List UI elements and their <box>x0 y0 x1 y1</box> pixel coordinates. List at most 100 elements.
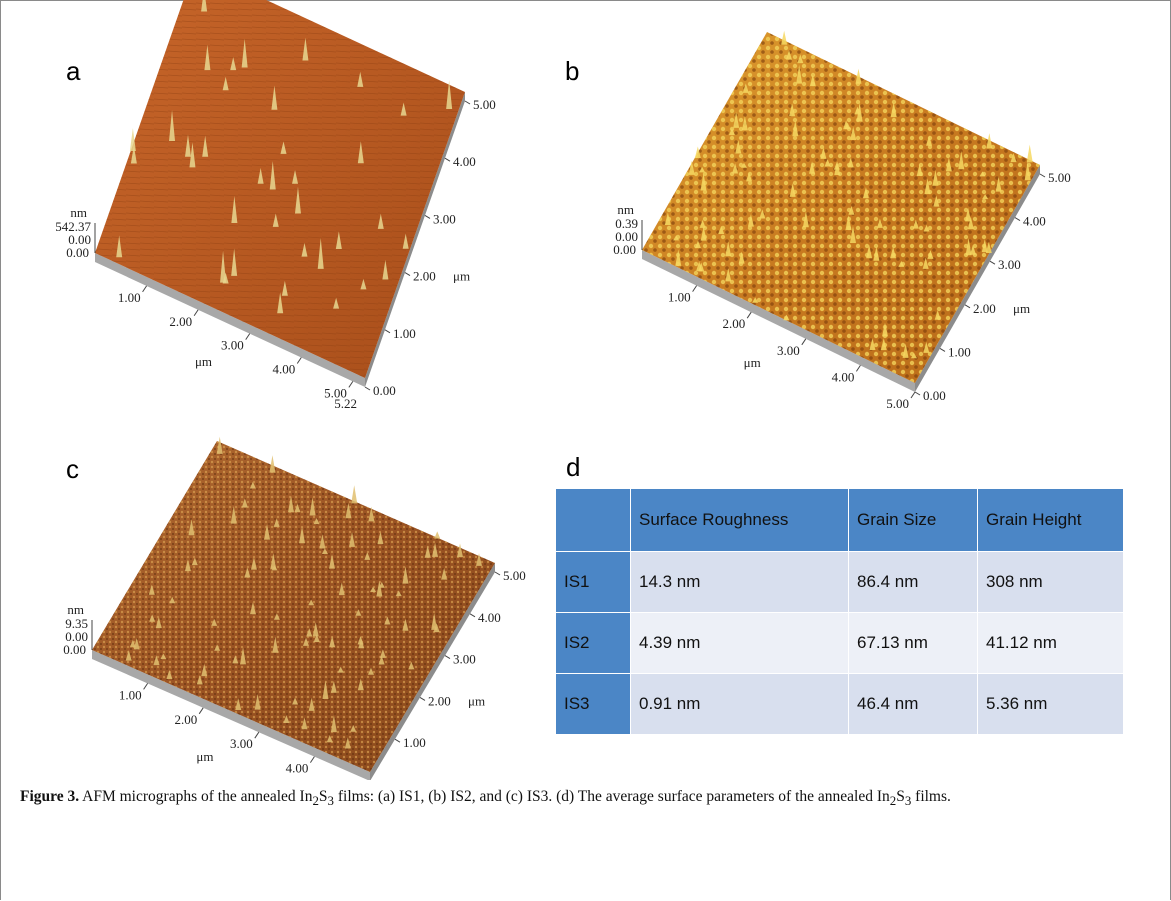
caption: Figure 3. AFM micrographs of the anneale… <box>20 786 1030 811</box>
y-tick <box>940 348 945 351</box>
x-tick <box>349 381 353 387</box>
y-tick-label: 5.00 <box>473 97 496 112</box>
panel-label: b <box>565 56 579 86</box>
x-end-label: 5.22 <box>334 396 357 411</box>
x-tick-label: 3.00 <box>230 736 253 751</box>
y-tick <box>965 305 970 308</box>
y-tick-label: 2.00 <box>413 269 436 284</box>
y-tick <box>1040 174 1045 177</box>
caption-text: films: (a) IS1, (b) IS2, and (c) IS3. (d… <box>334 788 890 805</box>
surface-peak <box>351 485 357 503</box>
x-tick <box>297 358 301 364</box>
x-unit: μm <box>744 355 761 370</box>
y-tick <box>465 101 470 104</box>
table-cell: 86.4 nm <box>849 552 978 613</box>
table-cell: 41.12 nm <box>978 613 1124 674</box>
x-unit: μm <box>196 749 213 764</box>
y-tick <box>990 261 995 264</box>
y-unit: μm <box>453 269 470 284</box>
x-tick <box>194 310 198 316</box>
y-tick <box>445 656 450 659</box>
x-tick-label: 4.00 <box>832 369 855 384</box>
table-cell: 4.39 nm <box>631 613 849 674</box>
x-unit: μm <box>195 354 212 369</box>
table-row: IS114.3 nm86.4 nm308 nm <box>556 552 1124 613</box>
x-tick <box>856 365 860 371</box>
y-tick-label: 4.00 <box>1023 214 1046 229</box>
table-cell: 0.91 nm <box>631 674 849 735</box>
x-tick <box>255 732 259 738</box>
y-tick-label: 5.00 <box>1048 170 1071 185</box>
surface-texture <box>642 32 1040 383</box>
y-tick-label: 1.00 <box>403 735 426 750</box>
table-cell: 5.36 nm <box>978 674 1124 735</box>
x-tick <box>802 339 806 345</box>
header-cell: Surface Roughness <box>631 489 849 552</box>
caption-text: S <box>896 788 905 805</box>
surface-peak <box>434 531 440 538</box>
table-row: IS24.39 nm67.13 nm41.12 nm <box>556 613 1124 674</box>
y-tick-label: 4.00 <box>453 154 476 169</box>
x-tick <box>143 286 147 292</box>
surface-peak <box>269 455 275 472</box>
z-unit: nm <box>617 202 634 217</box>
table-row: IS30.91 nm46.4 nm5.36 nm <box>556 674 1124 735</box>
y-tick <box>445 158 450 161</box>
x-tick-label: 4.00 <box>286 761 309 776</box>
surface-peak <box>1027 145 1033 163</box>
surface-texture <box>92 441 495 772</box>
surface-texture <box>95 0 465 378</box>
origin-label: 0.00 <box>66 245 89 260</box>
table-cell: 46.4 nm <box>849 674 978 735</box>
surface-peak <box>781 31 787 45</box>
x-tick-label: 2.00 <box>169 314 192 329</box>
y-tick-label: 2.00 <box>973 301 996 316</box>
y-tick-label: 0.00 <box>378 777 401 780</box>
y-tick-label: 1.00 <box>393 326 416 341</box>
caption-text: films. <box>911 788 951 805</box>
y-tick-label: 5.00 <box>503 568 526 583</box>
x-tick-label: 2.00 <box>174 712 197 727</box>
figure-page: anm542.370.000.001.002.003.004.005.005.2… <box>0 0 1171 901</box>
y-tick-label: 0.00 <box>923 388 946 403</box>
origin-label: 0.00 <box>613 242 636 257</box>
x-tick-label: 1.00 <box>668 290 691 305</box>
x-tick <box>911 392 915 398</box>
y-tick-label: 3.00 <box>433 211 456 226</box>
y-tick <box>395 739 400 742</box>
y-tick <box>470 614 475 617</box>
y-tick-label: 2.00 <box>428 693 451 708</box>
y-tick-label: 1.00 <box>948 344 971 359</box>
table-cell: 67.13 nm <box>849 613 978 674</box>
y-tick-label: 3.00 <box>998 257 1021 272</box>
x-tick-label: 3.00 <box>221 338 244 353</box>
header-cell: Grain Height <box>978 489 1124 552</box>
table-cell: 14.3 nm <box>631 552 849 613</box>
y-tick <box>1015 218 1020 221</box>
table-cell: 308 nm <box>978 552 1124 613</box>
x-tick-label: 4.00 <box>273 362 296 377</box>
y-unit: μm <box>1013 301 1030 316</box>
x-tick <box>310 757 314 763</box>
y-tick <box>365 387 370 390</box>
y-tick-label: 3.00 <box>453 652 476 667</box>
y-tick <box>425 215 430 218</box>
caption-label: Figure 3. <box>20 788 79 805</box>
panel-label: a <box>66 56 81 86</box>
x-tick <box>693 286 697 292</box>
y-tick <box>385 330 390 333</box>
row-header: IS2 <box>556 613 631 674</box>
x-tick-label: 3.00 <box>777 343 800 358</box>
y-tick-label: 4.00 <box>478 610 501 625</box>
caption-text: AFM micrographs of the annealed In <box>82 788 312 805</box>
x-tick-label: 5.00 <box>886 396 909 411</box>
z-unit: nm <box>67 602 84 617</box>
x-tick <box>246 334 250 340</box>
x-tick <box>199 708 203 714</box>
y-tick <box>495 572 500 575</box>
corner-cell <box>556 489 631 552</box>
y-tick <box>420 697 425 700</box>
x-tick-label: 1.00 <box>118 290 141 305</box>
